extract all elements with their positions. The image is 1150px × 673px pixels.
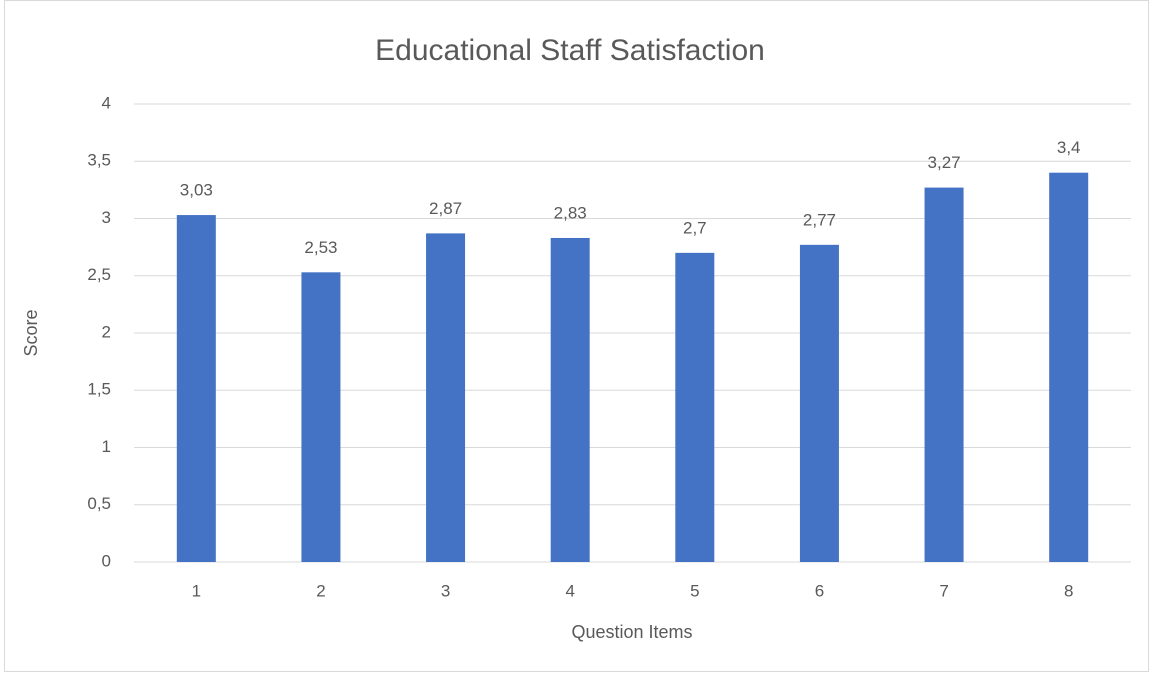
y-tick-label: 3,5 xyxy=(87,151,111,170)
x-axis-label: Question Items xyxy=(571,622,692,642)
bar xyxy=(675,252,715,562)
bar xyxy=(176,215,216,562)
y-tick-label: 3 xyxy=(102,208,111,227)
bar xyxy=(301,272,341,562)
x-tick-label: 5 xyxy=(690,581,699,600)
data-label: 2,53 xyxy=(304,238,337,257)
data-label: 2,7 xyxy=(683,218,707,237)
bar xyxy=(550,237,590,562)
data-label: 3,4 xyxy=(1057,138,1081,157)
x-tick-label: 3 xyxy=(441,581,450,600)
y-tick-label: 2,5 xyxy=(87,265,111,284)
data-label: 2,87 xyxy=(429,199,462,218)
data-label: 3,27 xyxy=(928,153,961,172)
data-label: 3,03 xyxy=(180,181,213,200)
x-tick-label: 4 xyxy=(565,581,574,600)
x-tick-label: 7 xyxy=(939,581,948,600)
chart-title: Educational Staff Satisfaction xyxy=(375,34,765,67)
bar xyxy=(799,244,839,562)
x-tick-label: 6 xyxy=(815,581,824,600)
bar xyxy=(426,233,466,562)
bar xyxy=(1049,172,1089,562)
y-tick-label: 0 xyxy=(102,551,111,570)
x-tick-label: 1 xyxy=(192,581,201,600)
y-tick-label: 4 xyxy=(102,93,111,112)
y-tick-label: 1 xyxy=(102,437,111,456)
y-tick-label: 2 xyxy=(102,322,111,341)
data-label: 2,83 xyxy=(554,203,587,222)
bar xyxy=(924,187,964,562)
y-tick-label: 0,5 xyxy=(87,494,111,513)
x-tick-label: 8 xyxy=(1064,581,1073,600)
data-label: 2,77 xyxy=(803,210,836,229)
x-tick-label: 2 xyxy=(316,581,325,600)
y-tick-label: 1,5 xyxy=(87,380,111,399)
y-axis-label: Score xyxy=(21,309,41,356)
